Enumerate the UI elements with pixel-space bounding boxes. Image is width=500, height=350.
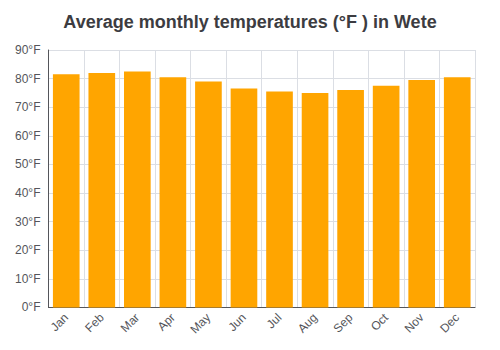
svg-text:10°F: 10°F bbox=[15, 272, 40, 286]
svg-text:50°F: 50°F bbox=[15, 157, 40, 171]
svg-text:Aug: Aug bbox=[295, 311, 320, 336]
svg-text:30°F: 30°F bbox=[15, 215, 40, 229]
svg-text:70°F: 70°F bbox=[15, 100, 40, 114]
svg-text:60°F: 60°F bbox=[15, 129, 40, 143]
svg-text:May: May bbox=[187, 311, 213, 337]
svg-text:Mar: Mar bbox=[118, 311, 143, 335]
svg-text:Dec: Dec bbox=[437, 311, 462, 336]
svg-text:Jul: Jul bbox=[264, 311, 285, 332]
svg-text:Average monthly temperatures (: Average monthly temperatures (°F ) in We… bbox=[63, 12, 436, 32]
svg-text:Jan: Jan bbox=[48, 311, 72, 335]
svg-text:40°F: 40°F bbox=[15, 186, 40, 200]
svg-text:20°F: 20°F bbox=[15, 243, 40, 257]
svg-text:Oct: Oct bbox=[368, 310, 392, 334]
svg-text:Jun: Jun bbox=[225, 311, 249, 335]
svg-text:0°F: 0°F bbox=[22, 300, 41, 314]
svg-text:90°F: 90°F bbox=[15, 43, 40, 57]
svg-text:80°F: 80°F bbox=[15, 72, 40, 86]
svg-text:Sep: Sep bbox=[331, 310, 356, 335]
svg-text:Apr: Apr bbox=[155, 311, 178, 334]
svg-text:Feb: Feb bbox=[82, 310, 107, 335]
svg-text:Nov: Nov bbox=[402, 311, 427, 336]
